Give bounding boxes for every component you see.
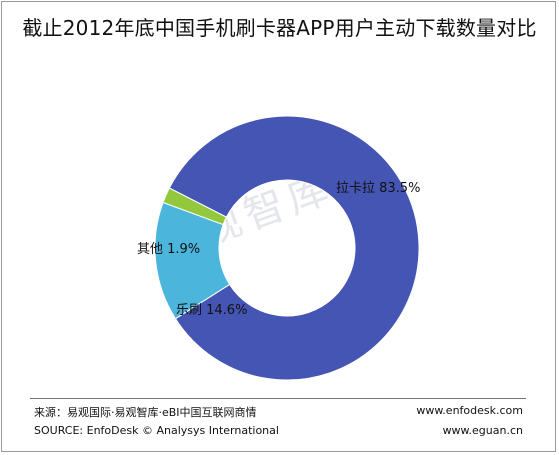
label-lakala: 拉卡拉 83.5% (336, 181, 420, 196)
footer-divider (30, 398, 526, 399)
chart-title: 截止2012年底中国手机刷卡器APP用户主动下载数量对比 (22, 16, 537, 40)
url-eguan: www.eguan.cn (442, 424, 523, 437)
source-cn: 来源：易观国际·易观智库·eBI中国互联网商情 (34, 406, 257, 419)
label-other: 其他 1.9% (137, 242, 200, 257)
label-leshua: 乐刷 14.6% (176, 303, 247, 318)
source-en: SOURCE: EnfoDesk © Analysys Internationa… (34, 424, 279, 437)
url-enfodesk: www.enfodesk.com (416, 404, 523, 417)
slice-other (162, 187, 228, 226)
slice-lakala (168, 115, 420, 381)
